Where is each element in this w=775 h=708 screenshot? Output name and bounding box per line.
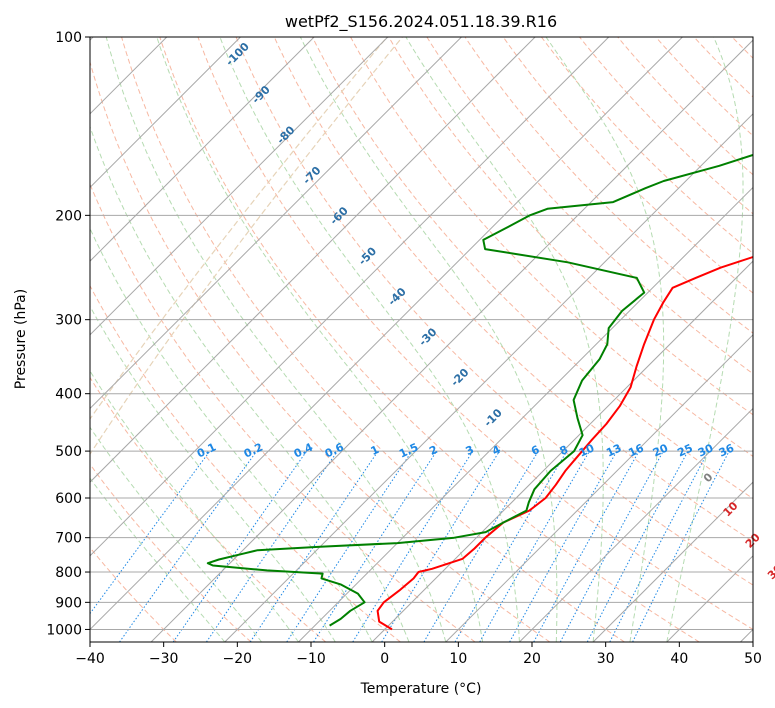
moist-adiabat-line xyxy=(90,426,262,642)
isotherm-line xyxy=(150,39,753,642)
x-axis-title: Temperature (°C) xyxy=(360,681,482,697)
mixing-ratio-line xyxy=(313,450,438,642)
moist-adiabat-line xyxy=(90,305,336,642)
y-tick-label: 600 xyxy=(55,491,82,507)
x-tick-label: 20 xyxy=(523,651,541,667)
isotherm-line xyxy=(445,334,753,642)
plot-frame xyxy=(89,36,754,643)
isotherm-line xyxy=(90,37,389,336)
isotherm-line xyxy=(519,407,753,642)
mixing-ratio-line xyxy=(119,450,258,642)
chart-title: wetPf2_S156.2024.051.18.39.R16 xyxy=(285,12,557,32)
mixing-ratio-line xyxy=(286,450,413,642)
dry-adiabat-line xyxy=(426,37,753,375)
mixing-ratio-label: 13 xyxy=(604,441,623,459)
dry-adiabat-line xyxy=(273,37,753,543)
temperature-profile-line xyxy=(376,255,753,631)
x-tick-label: 0 xyxy=(380,651,389,667)
isotherm-line xyxy=(90,37,683,631)
moist-adiabat-line xyxy=(90,227,373,642)
isotherm-line xyxy=(90,37,462,410)
moist-adiabat-line xyxy=(219,37,520,642)
mixing-ratio-line xyxy=(479,450,591,642)
moist-adiabat-line xyxy=(105,37,447,642)
dry-adiabat-line xyxy=(90,60,551,642)
dry-adiabat-line xyxy=(90,183,476,642)
reference-curve-line xyxy=(90,37,403,456)
dry-adiabat-line xyxy=(388,37,753,416)
y-tick-label: 900 xyxy=(55,595,82,611)
moist-adiabat-line xyxy=(90,477,226,642)
x-tick-label: 10 xyxy=(449,651,467,667)
dry-adiabat-line xyxy=(235,37,753,586)
mixing-ratio-label: 30 xyxy=(696,441,716,459)
dry-adiabat-line xyxy=(579,37,753,215)
y-tick-label: 800 xyxy=(55,565,82,581)
y-axis-title: Pressure (hPa) xyxy=(13,289,29,389)
dry-adiabat-line xyxy=(541,37,753,254)
grid-lines xyxy=(90,37,753,642)
moist-adiabat-label: 30 xyxy=(765,562,775,582)
isotherm-line xyxy=(90,37,315,262)
y-tick-label: 700 xyxy=(55,531,82,547)
mixing-ratio-line xyxy=(90,450,211,615)
mixing-ratio-label: 16 xyxy=(626,441,646,459)
y-tick-label: 400 xyxy=(55,387,82,403)
mixing-ratio-label: 36 xyxy=(717,441,737,459)
mixing-ratio-line xyxy=(172,450,308,642)
y-tick-label: 100 xyxy=(55,30,82,46)
x-tick-label: −10 xyxy=(296,651,326,667)
isotherm-line xyxy=(592,481,753,642)
x-tick-label: −30 xyxy=(149,651,179,667)
dewpoint-profile-line xyxy=(206,153,753,627)
mixing-ratio-line xyxy=(381,450,500,642)
isotherm-line xyxy=(224,113,753,642)
moist-adiabat-line xyxy=(299,37,558,642)
moist-adiabat-line xyxy=(405,37,604,642)
y-tick-label: 1000 xyxy=(46,622,82,638)
profile-lines xyxy=(206,153,753,631)
moist-adiabat-line xyxy=(156,37,484,642)
x-tick-label: −20 xyxy=(223,651,253,667)
axis-ticks: −40 −30 −20 −10 0 10 20 30 40 50 1000 900 800 700 600 5… xyxy=(46,30,762,667)
isotherm-line xyxy=(371,260,753,642)
mixing-ratio-label: 25 xyxy=(675,441,694,459)
mixing-ratio-line xyxy=(509,450,618,642)
dry-adiabat-line xyxy=(121,37,625,642)
dry-adiabat-line xyxy=(311,37,753,500)
x-tick-label: 50 xyxy=(744,651,762,667)
dry-adiabat-line xyxy=(464,37,753,334)
reference-curve-line xyxy=(90,37,388,421)
mixing-ratio-line xyxy=(352,450,474,642)
mixing-ratio-line xyxy=(559,450,664,642)
moist-adiabat-line xyxy=(666,37,744,642)
isotherm-line xyxy=(90,37,241,189)
mixing-ratio-line xyxy=(205,450,338,642)
mixing-ratio-label: 10 xyxy=(577,441,597,459)
mixing-ratio-label: 20 xyxy=(651,441,671,459)
isotherm-line xyxy=(298,186,753,642)
y-tick-label: 300 xyxy=(55,313,82,329)
mixing-ratio-line xyxy=(586,450,689,642)
mixing-ratio-line xyxy=(632,450,730,642)
isotherm-line xyxy=(90,37,610,557)
isotherm-line xyxy=(90,37,536,483)
dry-adiabat-line xyxy=(159,37,700,642)
x-tick-label: 30 xyxy=(597,651,615,667)
dry-adiabat-line xyxy=(197,37,753,631)
x-tick-label: −40 xyxy=(75,651,105,667)
y-tick-label: 200 xyxy=(55,208,82,224)
y-tick-label: 500 xyxy=(55,444,82,460)
moist-adiabat-line xyxy=(545,37,665,642)
dry-adiabat-line xyxy=(90,284,401,642)
x-tick-label: 40 xyxy=(670,651,688,667)
